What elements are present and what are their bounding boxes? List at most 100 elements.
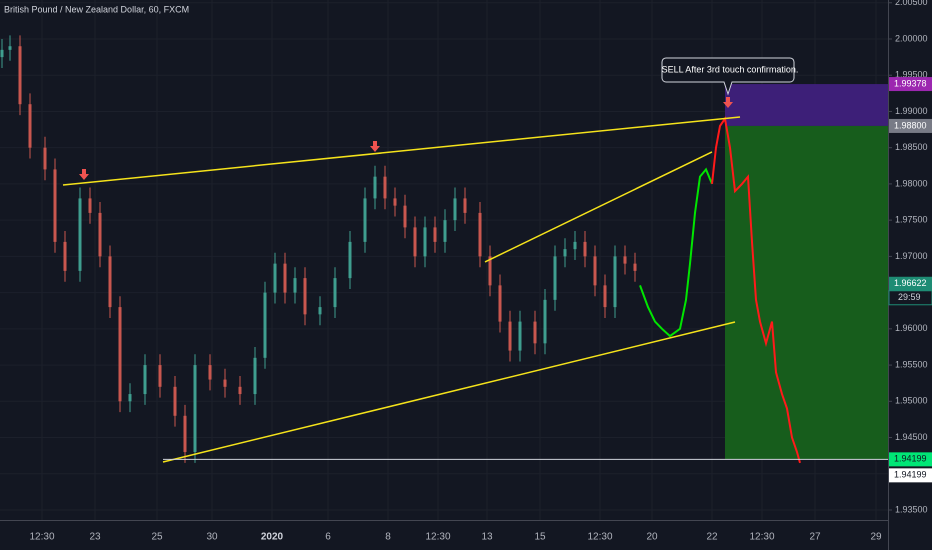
candle-body — [603, 285, 607, 308]
y-tick-label: 1.99000 — [895, 106, 928, 116]
price-label-bg — [889, 468, 932, 483]
candle-body — [173, 386, 177, 416]
price-label-bg — [889, 452, 932, 467]
candle-body — [508, 321, 512, 351]
x-tick-label: 12:30 — [749, 532, 774, 543]
stop-zone — [725, 84, 888, 126]
y-tick-label: 1.95000 — [895, 396, 928, 406]
price-label: 1.99378 — [894, 78, 927, 88]
trendline — [162, 321, 736, 463]
y-tick-label: 1.98000 — [895, 178, 928, 188]
candle-body — [263, 292, 267, 358]
candle-body — [553, 256, 557, 300]
candle-body — [8, 46, 12, 50]
candle-body — [293, 278, 297, 293]
candle-body — [433, 227, 437, 242]
candle-body — [333, 278, 337, 308]
x-tick-label: 23 — [89, 532, 101, 543]
y-tick-label: 1.97000 — [895, 251, 928, 261]
y-tick-label: 1.98500 — [895, 142, 928, 152]
price-label-bg — [889, 77, 932, 92]
price-label-bg — [889, 276, 932, 291]
plot-area — [0, 35, 888, 464]
candle-body — [98, 212, 102, 257]
price-label-bg — [889, 118, 932, 133]
candle-body — [143, 365, 147, 395]
x-tick-label: 12:30 — [29, 532, 54, 543]
trendline — [484, 151, 713, 263]
price-line — [639, 167, 713, 338]
x-tick-label: 6 — [325, 532, 331, 543]
arrow-marker — [723, 96, 733, 108]
x-tick-label: 13 — [481, 532, 493, 543]
target-zone — [725, 125, 888, 460]
candle-body — [563, 249, 567, 257]
candle-body — [593, 256, 597, 286]
x-tick-label: 27 — [809, 532, 821, 543]
candle-body — [478, 212, 482, 257]
candle-body — [488, 256, 492, 286]
candle-body — [463, 198, 467, 213]
candle-body — [518, 321, 522, 351]
y-tick-label: 1.95500 — [895, 359, 928, 369]
candle-body — [573, 241, 577, 250]
candle-body — [108, 256, 112, 308]
countdown: 29:59 — [898, 292, 921, 302]
candle-body — [283, 263, 287, 293]
y-tick-label: 2.00000 — [895, 33, 928, 43]
x-tick-label: 12:30 — [425, 532, 450, 543]
price-label: 1.94199 — [894, 454, 927, 464]
candle-body — [183, 415, 187, 453]
candle-body — [543, 299, 547, 344]
candle-body — [43, 147, 47, 170]
candle-body — [273, 263, 277, 293]
trendline — [62, 116, 741, 186]
x-tick-label: 12:30 — [587, 532, 612, 543]
candle-body — [348, 241, 352, 279]
candle-body — [533, 321, 537, 344]
price-label: 1.96622 — [894, 278, 927, 288]
x-tick-label: 20 — [646, 532, 658, 543]
x-tick-label: 29 — [870, 532, 882, 543]
arrow-marker — [370, 141, 380, 153]
candle-body — [423, 227, 427, 257]
y-tick-label: 1.93500 — [895, 504, 928, 514]
candle-body — [223, 379, 227, 387]
x-tick-label: 25 — [151, 532, 163, 543]
candle-body — [88, 198, 92, 213]
callout-box — [661, 57, 795, 96]
candle-body — [193, 365, 197, 453]
x-tick-label: 22 — [706, 532, 718, 543]
candle-body — [498, 285, 502, 322]
candle-body — [413, 227, 417, 257]
candle-body — [383, 176, 387, 199]
chart-title: British Pound / New Zealand Dollar, 60, … — [4, 4, 189, 14]
price-label: 1.94199 — [894, 470, 927, 480]
arrow-marker — [79, 169, 89, 180]
candle-body — [393, 198, 397, 206]
candle-body — [63, 241, 67, 271]
candle-body — [0, 49, 4, 58]
y-tick-label: 2.00500 — [895, 0, 928, 7]
candle-body — [253, 357, 257, 395]
x-tick-label: 15 — [534, 532, 546, 543]
candle-body — [303, 278, 307, 315]
y-tick-label: 1.94500 — [895, 432, 928, 442]
candle-body — [443, 220, 447, 242]
candle-body — [613, 256, 617, 308]
candle-body — [403, 205, 407, 228]
countdown-bg — [888, 290, 932, 306]
candle-body — [158, 365, 162, 387]
y-tick-label: 1.99500 — [895, 70, 928, 80]
x-tick-label: 30 — [206, 532, 218, 543]
annotation: SELL After 3rd touch confirmation. — [662, 64, 799, 74]
candle-body — [208, 365, 212, 380]
candle-body — [28, 104, 32, 148]
candle-body — [78, 198, 82, 271]
candle-body — [318, 307, 322, 315]
candle-body — [623, 256, 627, 264]
candle-body — [583, 241, 587, 257]
y-tick-label: 1.96000 — [895, 323, 928, 333]
candle-body — [373, 176, 377, 199]
